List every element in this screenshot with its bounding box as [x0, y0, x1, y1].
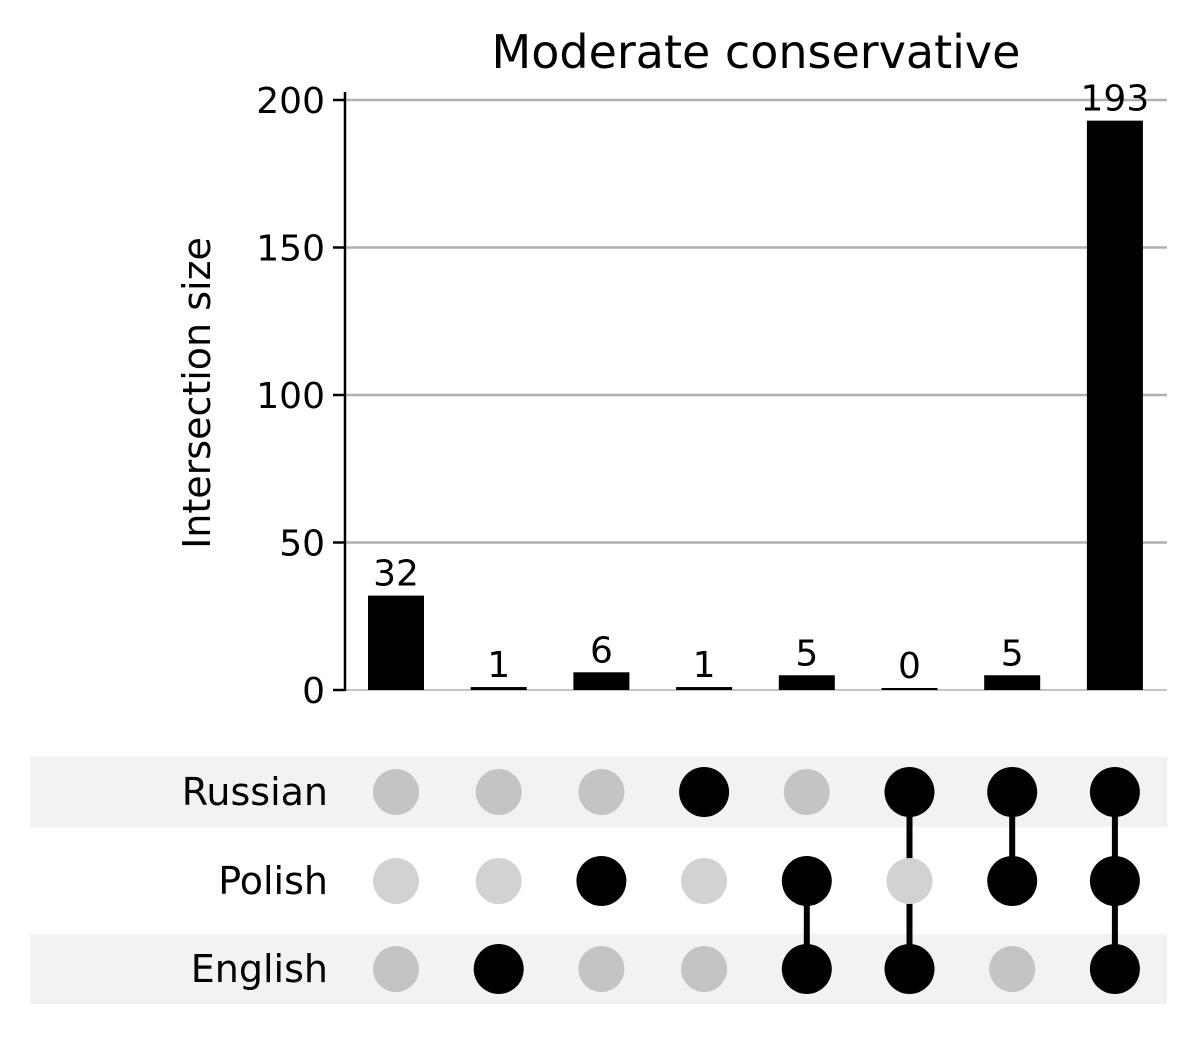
matrix-dot-polish-6: [886, 858, 933, 904]
chart-title: Moderate conservative: [492, 25, 1021, 79]
matrix-dot-russian-8: [1089, 767, 1140, 817]
y-axis: 0 50 100 150 200: [256, 81, 347, 712]
y-tick-label-150: 150: [256, 229, 325, 270]
y-tick-label-200: 200: [256, 81, 325, 122]
matrix-dot-russian-3: [578, 769, 625, 815]
matrix-dot-russian-7: [987, 767, 1038, 817]
set-label-russian: Russian: [182, 770, 328, 814]
set-label-english: English: [191, 947, 328, 991]
bar-1: [368, 595, 424, 690]
bar-4: [676, 687, 733, 690]
matrix-dot-polish-3: [576, 856, 627, 906]
bar-6: [881, 688, 938, 690]
bar-2: [470, 687, 527, 690]
bar-value-label-5: 5: [795, 633, 818, 674]
matrix-dot-english-5: [781, 944, 832, 994]
bar-value-label-7: 5: [1001, 633, 1024, 674]
matrix-dot-english-2: [473, 944, 524, 994]
bar-value-label-8: 193: [1081, 79, 1150, 120]
bar-value-label-4: 1: [693, 645, 716, 686]
bar-3: [573, 672, 630, 690]
y-tick-label-100: 100: [256, 376, 325, 417]
matrix-dot-english-8: [1089, 944, 1140, 994]
bar-5: [778, 675, 835, 690]
y-tick-label-50: 50: [279, 524, 325, 565]
bar-value-label-2: 1: [487, 645, 510, 686]
bar-value-label-3: 6: [590, 630, 613, 671]
matrix-dot-english-4: [681, 946, 728, 992]
matrix-dot-polish-8: [1089, 856, 1140, 906]
matrix-dot-english-6: [884, 944, 935, 994]
matrix-dot-polish-5: [781, 856, 832, 906]
set-labels: Russian Polish English: [182, 770, 328, 991]
y-tick-label-0: 0: [302, 671, 325, 712]
bar-value-label-1: 32: [373, 554, 419, 595]
matrix-dot-english-7: [989, 946, 1036, 992]
matrix-dot-russian-6: [884, 767, 935, 817]
matrix-dot-polish-7: [987, 856, 1038, 906]
matrix-dots: [373, 767, 1140, 994]
matrix-dot-english-3: [578, 946, 625, 992]
bar-7: [984, 675, 1041, 690]
bars: [368, 120, 1143, 690]
set-label-polish: Polish: [218, 859, 328, 903]
matrix-dot-polish-2: [475, 858, 522, 904]
matrix-dot-russian-5: [783, 769, 830, 815]
bar-labels: 32 1 6 1 5 0 5 193: [373, 79, 1149, 687]
bar-8: [1086, 120, 1143, 690]
y-axis-label: Intersection size: [175, 237, 219, 549]
matrix-dot-polish-4: [681, 858, 728, 904]
matrix-dot-russian-4: [679, 767, 730, 817]
matrix-dot-english-1: [373, 946, 419, 992]
grid-lines: [345, 98, 1167, 691]
bar-value-label-6: 0: [898, 646, 921, 687]
matrix-dot-russian-1: [373, 769, 419, 815]
matrix-dot-polish-1: [373, 858, 419, 904]
matrix-dot-russian-2: [475, 769, 522, 815]
